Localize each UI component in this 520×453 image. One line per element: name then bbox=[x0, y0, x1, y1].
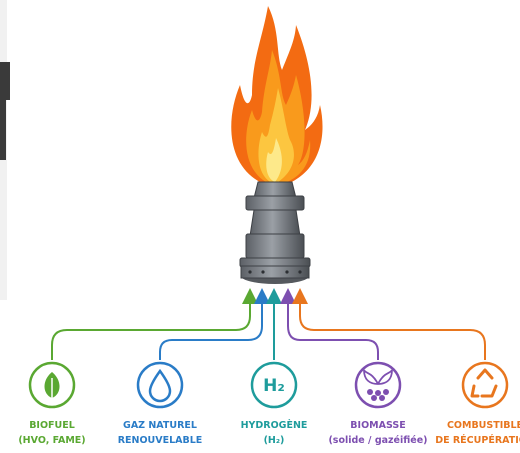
node-label: (H₂) bbox=[264, 435, 285, 446]
node-label: (solide / gazéifiée) bbox=[328, 435, 427, 446]
icon-label: H₂ bbox=[263, 376, 285, 396]
node-label: DE RÉCUPÉRATION bbox=[435, 434, 520, 446]
node-label: HYDROGÈNE bbox=[241, 419, 308, 431]
hydrogen-icon: H₂ bbox=[250, 361, 298, 409]
node-label: BIOFUEL bbox=[29, 420, 75, 431]
flame bbox=[231, 6, 323, 188]
arrows bbox=[51, 288, 486, 360]
recycle-icon bbox=[461, 361, 509, 409]
arrow bbox=[159, 288, 270, 360]
biomass-icon bbox=[354, 361, 402, 409]
node-label: GAZ NATUREL bbox=[123, 420, 197, 431]
arrow bbox=[51, 288, 258, 360]
biofuel-icon bbox=[28, 361, 76, 409]
edge-fragment bbox=[0, 0, 10, 300]
node-label: (HVO, FAME) bbox=[18, 435, 85, 446]
gas-icon bbox=[136, 361, 184, 409]
node-label: COMBUSTIBLE bbox=[447, 420, 520, 431]
burner bbox=[239, 181, 311, 284]
node-label: RENOUVELABLE bbox=[118, 435, 203, 446]
node-label: BIOMASSE bbox=[350, 420, 405, 431]
arrow bbox=[280, 288, 379, 360]
arrow bbox=[292, 288, 486, 360]
